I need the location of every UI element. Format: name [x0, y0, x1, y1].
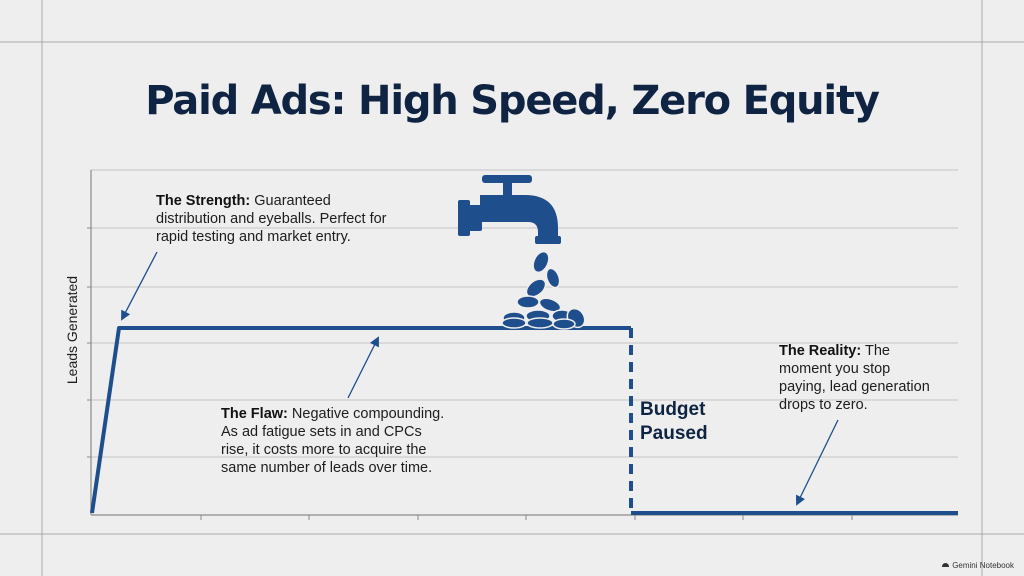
brand-logo-icon — [942, 563, 950, 567]
footer-brand: Gemini Notebook — [942, 561, 1014, 570]
faucet-icon — [458, 175, 561, 244]
footer-brand-text: Gemini Notebook — [952, 561, 1014, 570]
y-axis-ticks — [87, 227, 91, 458]
strength-note: The Strength: Guaranteed distribution an… — [156, 192, 388, 246]
flaw-label: The Flaw: — [221, 406, 288, 422]
page-title: Paid Ads: High Speed, Zero Equity — [145, 78, 880, 124]
flaw-note: The Flaw: Negative compounding. As ad fa… — [221, 405, 453, 477]
y-axis-label: Leads Generated — [64, 275, 80, 385]
budget-paused-line2: Paused — [640, 423, 708, 444]
reality-text: The moment you stop paying, lead generat… — [779, 343, 930, 413]
reality-label: The Reality: — [779, 343, 862, 359]
strength-arrow — [121, 251, 158, 321]
reality-arrow — [796, 419, 839, 506]
budget-paused-line1: Budget — [640, 399, 706, 420]
lead-line-active — [90, 326, 631, 514]
strength-text: Guaranteed distribution and eyeballs. Pe… — [156, 193, 387, 245]
budget-paused-label: Budget Paused — [640, 398, 708, 446]
x-axis-ticks — [200, 515, 853, 520]
coin-stack-icon — [501, 250, 586, 330]
flaw-text: Negative compounding. As ad fatigue sets… — [221, 406, 445, 476]
strength-label: The Strength: — [156, 193, 251, 209]
reality-note: The Reality: The moment you stop paying,… — [779, 342, 939, 414]
flaw-arrow — [347, 336, 379, 399]
gridlines — [91, 169, 958, 458]
